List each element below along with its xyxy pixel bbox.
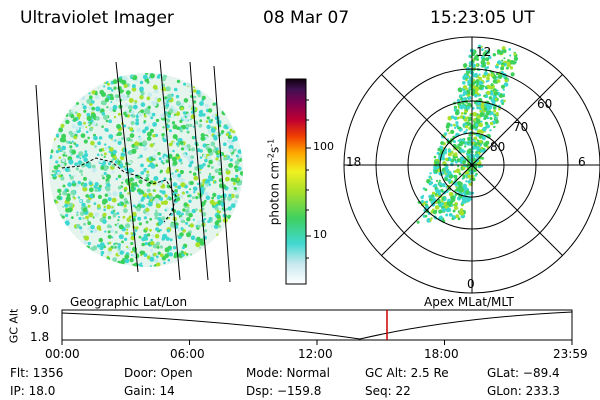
altitude-axis-label: GC Alt [7,308,21,344]
info-glat: GLat: −89.4 [487,366,560,380]
auroral-oval [416,44,519,224]
time-tick-0600: 06:00 [170,347,205,361]
longitude-lines [35,59,231,283]
colorbar-tick-100: 100 [313,140,334,153]
colorbar-unit-exp1: -2 [266,152,276,161]
info-door: Door: Open [124,366,193,380]
colorbar-unit-label: photon cm-2s-1 [267,139,282,226]
mlt-label-0: 0 [467,277,475,291]
image-date: 08 Mar 07 [263,8,350,28]
altitude-chart [61,309,573,345]
colorbar-tick-10: 10 [313,228,327,241]
altitude-chart-ticks [61,340,573,345]
aurora-emission-geo [49,73,243,267]
time-tick-1800: 18:00 [424,347,459,361]
image-time: 15:23:05 UT [430,8,535,28]
time-tick-0000: 00:00 [45,347,80,361]
info-mode: Mode: Normal [246,366,330,380]
altitude-y-top: 9.0 [30,303,50,317]
info-dsp: Dsp: −159.8 [246,384,322,398]
colorbar-unit-exp2: -1 [266,138,276,147]
geographic-disk [35,59,243,283]
lat-label-70: 70 [513,120,529,134]
time-tick-1200: 12:00 [298,347,333,361]
lat-label-80: 80 [490,140,506,154]
mlt-label-6: 6 [578,155,586,169]
coastline [61,157,177,223]
lat-label-60: 60 [537,97,553,111]
altitude-curve [61,311,573,340]
info-gc-alt: GC Alt: 2.5 Re [365,366,449,380]
color-bar [285,78,311,285]
info-gain: Gain: 14 [124,384,175,398]
colorbar-unit-mid: s [267,146,282,153]
info-seq: Seq: 22 [365,384,411,398]
info-ip: IP: 18.0 [10,384,56,398]
geographic-projection-label: Geographic Lat/Lon [70,295,188,309]
instrument-title: Ultraviolet Imager [20,8,174,28]
info-glon: GLon: 233.3 [487,384,560,398]
mlt-label-18: 18 [346,155,362,169]
polar-plot [343,36,600,294]
altitude-y-bottom: 1.8 [30,330,50,344]
time-tick-2359: 23:59 [553,347,588,361]
info-flight: Flt: 1356 [10,366,64,380]
apex-projection-label: Apex MLat/MLT [424,295,514,309]
colorbar-unit-base: photon cm [267,160,282,226]
mlt-label-12: 12 [476,45,492,59]
